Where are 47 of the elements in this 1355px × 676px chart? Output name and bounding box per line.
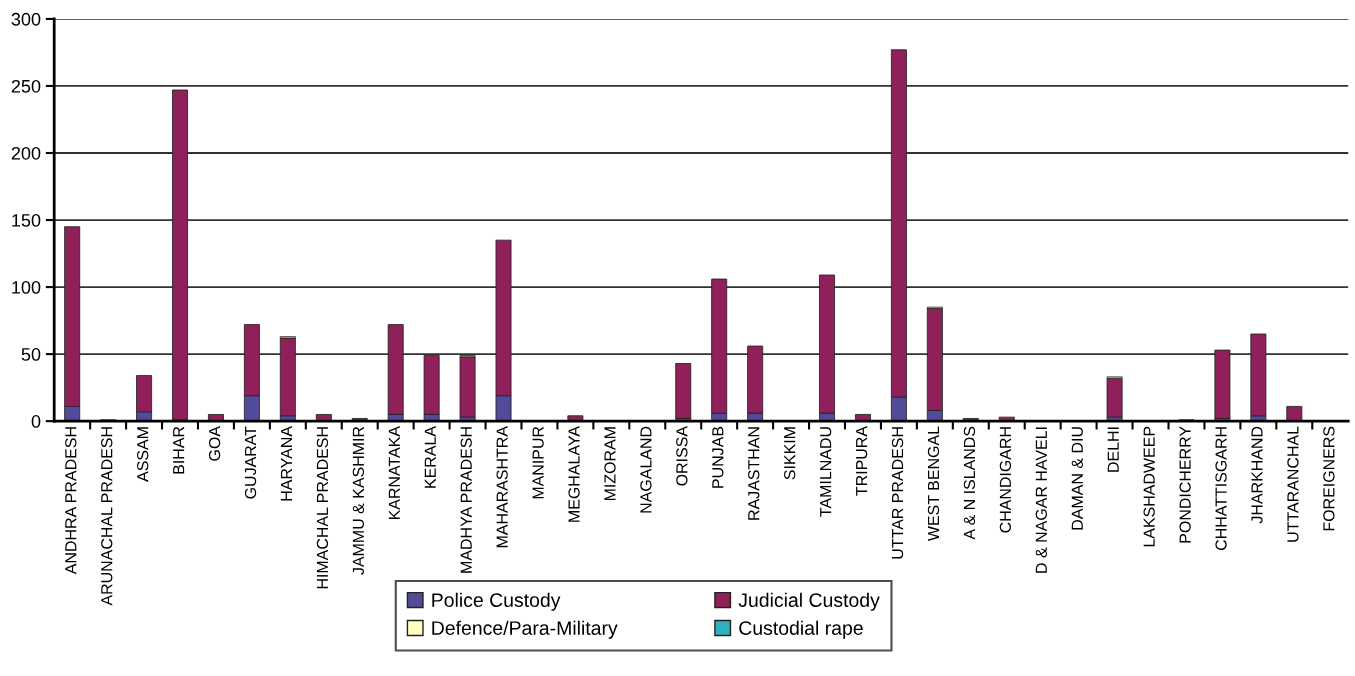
y-tick-label: 150 xyxy=(12,213,41,227)
x-tick-label: MANIPUR xyxy=(532,426,544,499)
x-tick-label: HARYANA xyxy=(280,426,292,501)
x-tick-label: PUNJAB xyxy=(712,426,724,488)
y-tick-label: 250 xyxy=(11,79,41,93)
y-tick-label: 200 xyxy=(11,146,41,160)
y-tick-label: 0 xyxy=(31,415,41,428)
x-tick-label: HIMACHAL PRADESH xyxy=(316,427,329,589)
x-tick-label: TRIPURA xyxy=(856,426,868,496)
x-tick-label: SIKKIM xyxy=(784,427,796,480)
x-tick-label: JHARKHAND xyxy=(1251,426,1263,524)
x-tick-label: ORISSA xyxy=(676,426,688,486)
x-tick-label: UTTAR PRADESH xyxy=(891,427,904,559)
x-tick-label: LAKSHADWEEP xyxy=(1143,426,1155,547)
x-tick-label: RAJASTHAN xyxy=(748,427,760,520)
y-tick-label: 300 xyxy=(11,12,41,26)
x-tick-label: PONDICHERRY xyxy=(1179,426,1191,543)
x-tick-label: MIZORAM xyxy=(604,427,616,501)
x-tick-label: NAGALAND xyxy=(640,426,652,513)
y-tick-label: 100 xyxy=(12,281,41,294)
x-tick-label: UTTARANCHAL xyxy=(1287,426,1299,542)
x-tick-label: A & N ISLANDS xyxy=(963,426,976,540)
x-tick-label: BIHAR xyxy=(173,426,185,474)
legend-label: Custodial rape xyxy=(739,620,863,639)
x-tick-label: GOA xyxy=(208,426,221,461)
x-tick-label: FOREIGNERS xyxy=(1323,426,1335,531)
x-tick-label: CHANDIGARH xyxy=(999,427,1012,533)
x-tick-label: KARNATAKA xyxy=(388,426,400,520)
x-tick-label: D & NAGAR HAVELI xyxy=(1035,427,1047,573)
y-tick-label: 50 xyxy=(21,348,41,361)
x-tick-label: DAMAN & DIU xyxy=(1071,427,1083,530)
legend-label: Defence/Para-Military xyxy=(432,620,618,639)
x-tick-label: ARUNACHAL PRADESH xyxy=(101,427,113,606)
x-tick-label: MAHARASHTRA xyxy=(496,426,508,548)
x-tick-label: WEST BENGAL xyxy=(927,426,940,542)
x-tick-label: ASSAM xyxy=(137,427,149,482)
x-tick-label: GUJARAT xyxy=(244,426,257,499)
x-tick-label: KERALA xyxy=(424,426,436,488)
x-tick-label: DELHI xyxy=(1107,427,1119,472)
x-tick-label: MEGHALAYA xyxy=(568,426,580,522)
x-tick-label: TAMILNADU xyxy=(820,427,832,517)
x-tick-label: ANDHRA PRADESH xyxy=(65,427,77,575)
x-tick-label: JAMMU & KASHMIR xyxy=(352,426,365,575)
x-tick-label: MADHYA PRADESH xyxy=(460,427,472,573)
legend-label: Judicial Custody xyxy=(738,592,880,611)
legend-label: Police Custody xyxy=(432,592,561,611)
x-tick-label: CHHATTISGARH xyxy=(1215,427,1227,551)
